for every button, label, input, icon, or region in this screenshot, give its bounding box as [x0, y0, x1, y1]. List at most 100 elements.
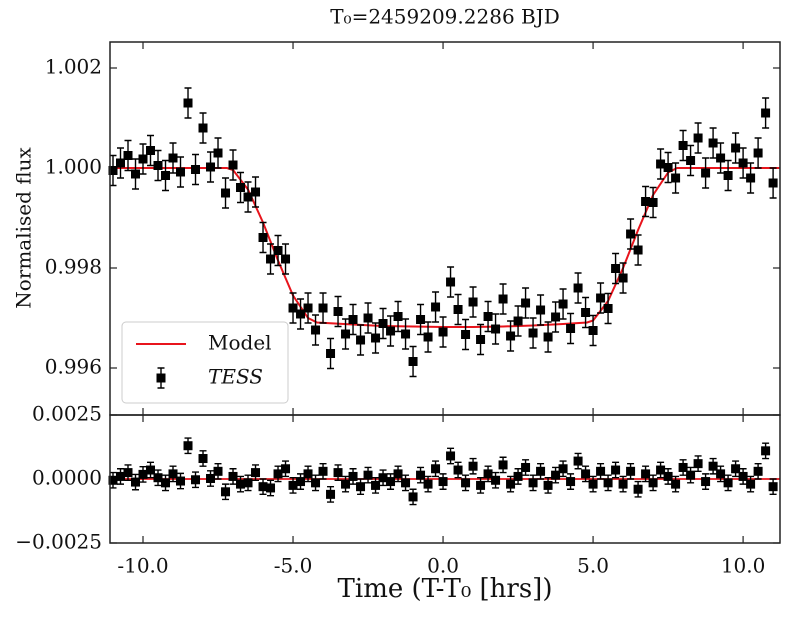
data-point: [611, 252, 621, 285]
marker: [566, 324, 576, 333]
data-point: [543, 321, 553, 353]
marker: [228, 160, 238, 170]
marker: [543, 480, 553, 490]
marker: [363, 313, 373, 323]
marker: [663, 163, 673, 172]
marker: [348, 471, 358, 481]
data-point: [243, 181, 253, 213]
data-point: [596, 282, 606, 314]
marker: [701, 477, 711, 487]
marker: [663, 471, 673, 481]
marker: [723, 171, 733, 180]
data-point: [678, 129, 688, 162]
data-point: [738, 147, 748, 179]
model-line: [110, 167, 780, 328]
marker: [768, 482, 778, 492]
data-point: [176, 156, 186, 188]
marker: [363, 470, 373, 480]
data-point: [348, 468, 358, 485]
data-point: [393, 465, 403, 483]
data-point: [153, 469, 163, 487]
data-point: [738, 468, 748, 485]
marker: [236, 479, 246, 489]
marker: [603, 304, 613, 313]
legend-box: [121, 321, 289, 404]
data-point: [213, 462, 223, 480]
data-point: [161, 474, 171, 492]
data-point: [296, 473, 306, 490]
data-point: [273, 465, 283, 483]
marker: [731, 464, 741, 474]
data-point: [693, 122, 703, 154]
marker: [431, 464, 441, 474]
data-point: [521, 459, 531, 476]
data-point: [581, 465, 591, 483]
data-point: [318, 292, 328, 324]
marker: [146, 146, 156, 155]
marker: [318, 303, 328, 313]
data-point: [131, 158, 141, 190]
marker: [506, 479, 516, 489]
marker: [183, 98, 193, 108]
data-point: [243, 474, 253, 492]
data-point: [656, 461, 666, 479]
data-point: [326, 485, 336, 503]
marker: [761, 108, 771, 118]
marker: [333, 468, 343, 478]
data-point: [476, 477, 486, 494]
marker: [581, 469, 591, 479]
marker: [551, 312, 561, 322]
marker: [476, 480, 486, 490]
marker: [153, 473, 163, 483]
data-point: [236, 171, 246, 204]
marker: [191, 165, 201, 174]
data-point: [461, 318, 471, 351]
data-point: [641, 185, 651, 218]
marker: [266, 483, 276, 493]
data-point: [303, 292, 313, 324]
x-tick-label: -5.0: [274, 554, 313, 578]
data-point: [588, 314, 598, 347]
marker: [386, 477, 396, 487]
marker: [596, 293, 606, 303]
marker: [311, 325, 321, 335]
data-point: [318, 462, 328, 480]
marker: [273, 246, 283, 255]
marker: [198, 454, 208, 464]
data-point: [618, 475, 628, 493]
marker: [333, 307, 343, 316]
marker: [438, 327, 448, 337]
data-point: [123, 464, 133, 481]
data-point: [573, 272, 583, 304]
marker: [393, 469, 403, 479]
y-axis-label: Normalised flux: [12, 147, 36, 309]
marker: [536, 466, 546, 476]
data-point: [423, 475, 433, 493]
data-point: [483, 465, 493, 483]
marker: [123, 468, 133, 478]
data-point: [221, 483, 231, 501]
marker: [281, 254, 291, 264]
data-point: [401, 318, 411, 350]
marker: [558, 299, 568, 309]
data-point: [116, 468, 126, 485]
marker: [483, 312, 493, 321]
data-point: [386, 473, 396, 490]
data-point: [326, 337, 336, 370]
marker: [431, 302, 441, 312]
marker: [206, 473, 216, 483]
marker: [423, 332, 433, 342]
marker: [468, 297, 478, 307]
data-point: [633, 480, 643, 498]
marker: [146, 465, 156, 475]
data-point: [618, 262, 628, 294]
x-tick-label: 10.0: [721, 554, 766, 578]
data-point: [431, 460, 441, 478]
data-point: [333, 295, 343, 328]
data-point: [626, 218, 636, 250]
marker: [551, 470, 561, 480]
marker: [371, 480, 381, 490]
data-point: [168, 142, 178, 174]
marker: [588, 326, 598, 335]
